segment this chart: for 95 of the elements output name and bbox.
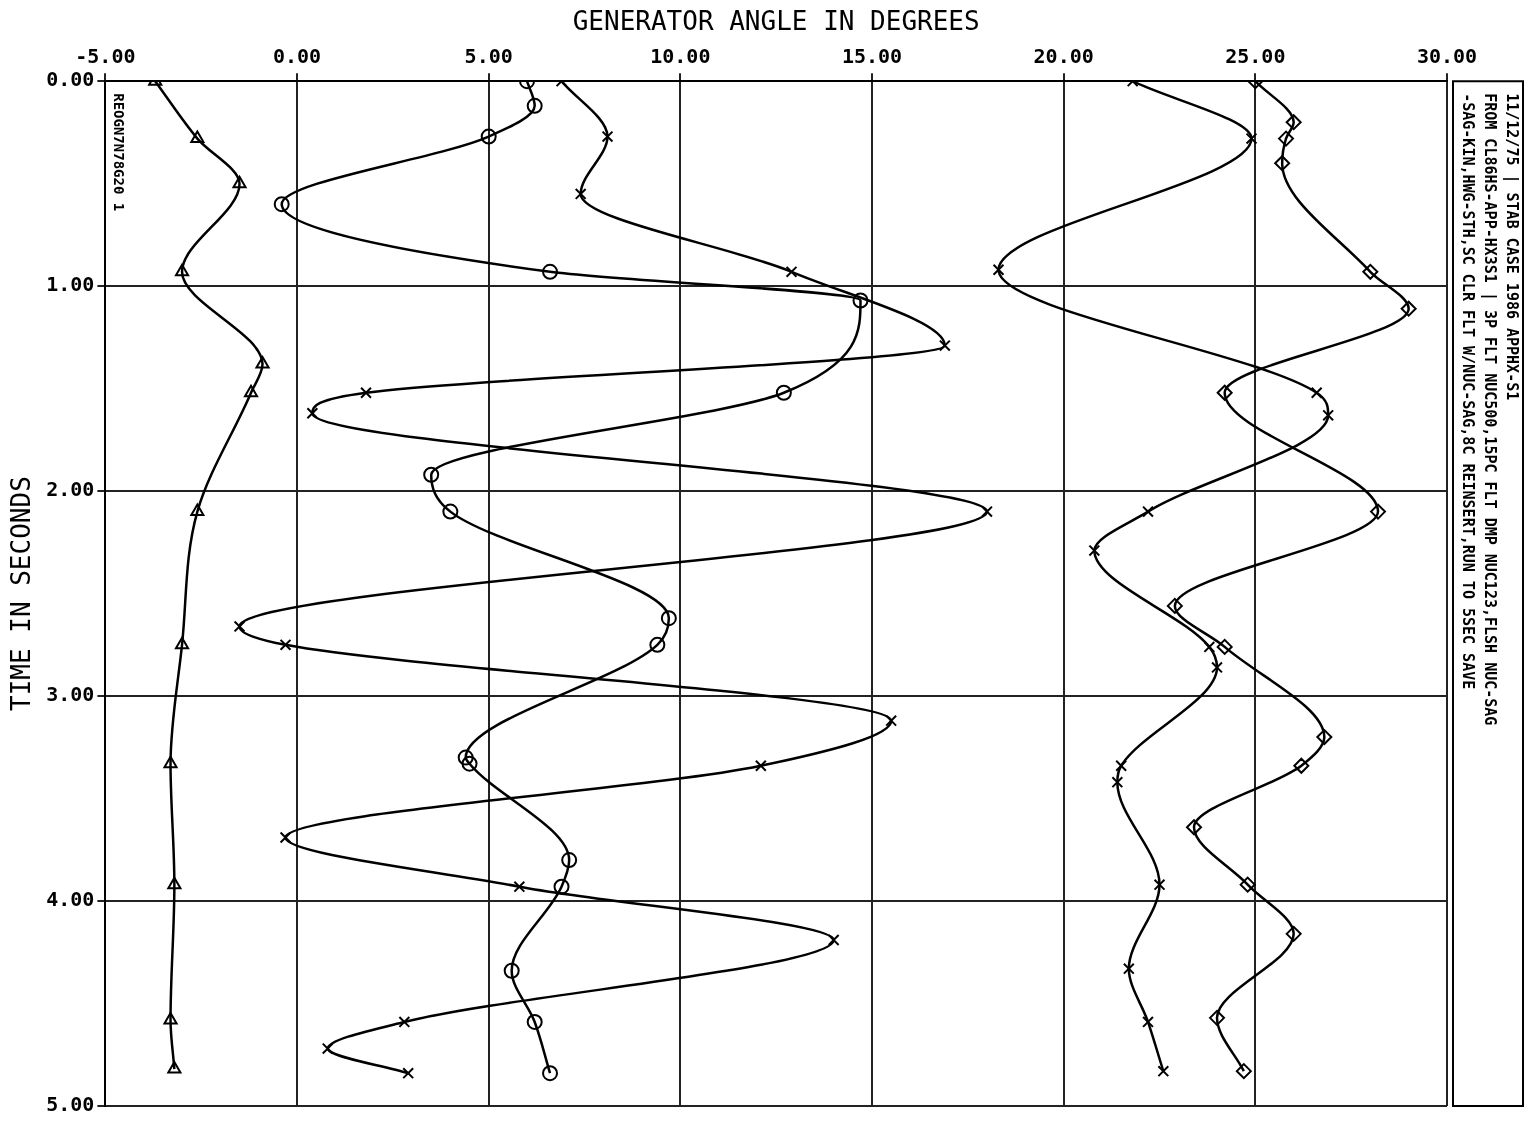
point — [938, 339, 951, 352]
point — [457, 749, 474, 766]
point — [1370, 503, 1386, 520]
point — [442, 503, 459, 520]
point — [1400, 300, 1417, 317]
point — [574, 187, 587, 200]
point — [233, 620, 246, 633]
point — [163, 1011, 178, 1025]
x-tick-label: 20.00 — [1033, 44, 1094, 69]
point — [1157, 1065, 1170, 1078]
point — [1122, 962, 1135, 975]
point — [503, 962, 520, 979]
point — [1245, 132, 1258, 145]
point — [649, 636, 666, 653]
point — [306, 407, 319, 420]
point — [190, 503, 205, 517]
point — [526, 1013, 543, 1030]
y-tick-label: 4.00 — [46, 887, 95, 912]
point — [279, 638, 292, 651]
point — [1285, 114, 1302, 131]
point — [167, 876, 182, 890]
y-tick-label: 2.00 — [46, 477, 95, 502]
x-tick-label: -5.00 — [75, 44, 136, 69]
x-tick-label: 0.00 — [272, 44, 322, 69]
point — [1316, 729, 1333, 746]
point — [1362, 263, 1379, 280]
point — [526, 97, 543, 114]
point — [232, 175, 247, 189]
point — [423, 466, 440, 483]
text: 11/12/75 | STAB CASE 1986 APPHX-S1 — [1502, 93, 1522, 401]
point — [1166, 597, 1183, 614]
point — [601, 130, 614, 143]
x-tick-label: 15.00 — [841, 44, 903, 69]
point — [1239, 876, 1256, 893]
text: -SAG-KIN,HWG-STH,SC CLR FLT W/NUC-SAG,8C REINSERT,RUN TO 5SEC SAVE — [1459, 93, 1478, 690]
point — [402, 1067, 415, 1080]
point — [1153, 878, 1166, 891]
point — [1235, 1063, 1252, 1080]
text: FROM CL86HS-APP-HX3S1 | 3P FLT NUC500,15PC FLT DMP NUC123,FLSH NUC-SAG — [1480, 93, 1500, 726]
point — [279, 831, 292, 844]
point — [992, 263, 1005, 276]
y-tick-label: 3.00 — [46, 682, 95, 707]
y-tick-label: 1.00 — [46, 272, 95, 297]
x-tick-label: 5.00 — [464, 44, 513, 69]
point — [852, 292, 869, 309]
point — [1274, 155, 1291, 172]
point — [754, 759, 767, 772]
point — [321, 1042, 334, 1055]
point — [255, 356, 270, 369]
point — [1310, 386, 1323, 399]
point — [1216, 638, 1233, 655]
point — [243, 384, 259, 398]
point — [273, 196, 290, 213]
point — [1142, 1016, 1154, 1028]
point — [167, 1061, 182, 1074]
point — [174, 263, 190, 277]
point — [163, 755, 178, 769]
point — [1111, 776, 1124, 789]
point — [1278, 130, 1294, 147]
point — [827, 934, 840, 946]
point — [1115, 759, 1128, 772]
y-tick-label: 0.00 — [46, 67, 95, 92]
point — [1322, 409, 1335, 422]
point — [660, 610, 677, 627]
point — [1216, 384, 1233, 401]
point — [1293, 757, 1310, 774]
x-axis-title: GENERATOR ANGLE IN DEGREES — [572, 6, 980, 37]
point — [553, 878, 570, 895]
point — [398, 1016, 411, 1028]
point — [480, 128, 497, 145]
point — [1285, 925, 1302, 942]
point — [785, 265, 798, 278]
point — [360, 386, 372, 399]
x-tick-label: 30.00 — [1416, 44, 1478, 69]
point — [561, 852, 578, 869]
point — [981, 505, 993, 518]
point — [190, 130, 205, 144]
point — [542, 263, 559, 280]
y-tick-label: 5.00 — [46, 1092, 95, 1117]
point — [542, 1065, 559, 1082]
point — [1209, 1009, 1226, 1026]
point — [885, 714, 898, 727]
point — [1211, 661, 1223, 674]
point — [1088, 544, 1101, 557]
point — [1186, 819, 1203, 836]
point — [513, 880, 526, 893]
point — [1203, 640, 1216, 653]
point — [775, 384, 792, 401]
annotation: REOGN7N78G20 1 — [110, 93, 127, 212]
x-tick-label: 25.00 — [1225, 44, 1286, 69]
point — [1142, 505, 1154, 518]
point — [461, 755, 478, 772]
y-axis-title: TIME IN SECONDS — [6, 476, 37, 712]
point — [174, 636, 190, 650]
x-tick-label: 10.00 — [650, 44, 711, 69]
